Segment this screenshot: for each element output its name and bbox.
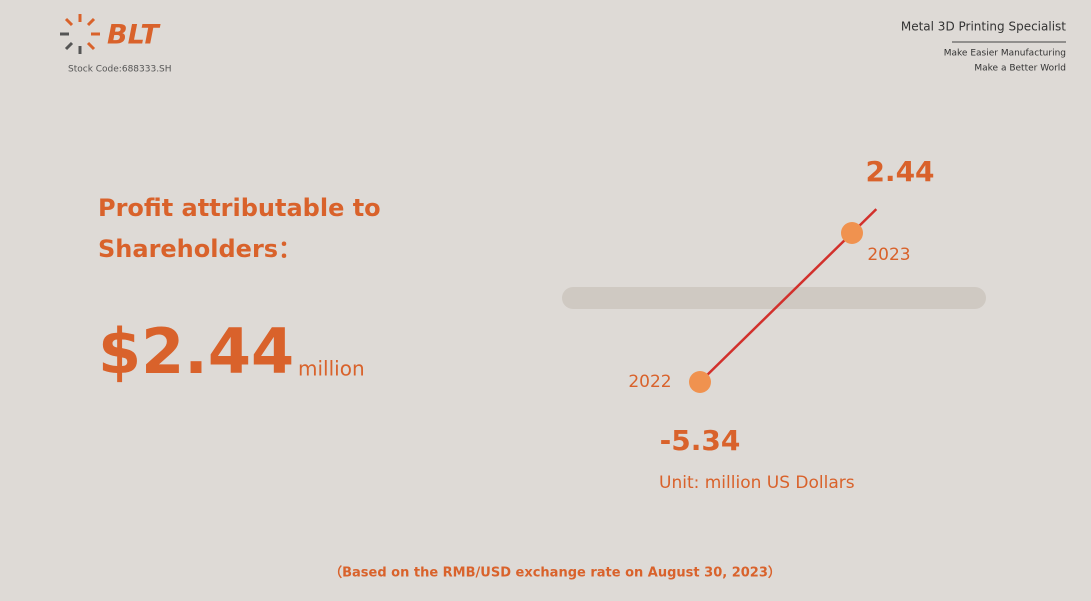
value-label: -5.34 xyxy=(660,424,741,457)
headline-title: Profit attributable to xyxy=(98,194,381,222)
data-point xyxy=(841,222,863,244)
unit-note: Unit: million US Dollars xyxy=(659,473,855,493)
headline-amount: $2.44 xyxy=(98,315,294,388)
category-label: 2023 xyxy=(867,245,910,265)
slogan-line: Make Easier Manufacturing xyxy=(944,49,1066,59)
data-line xyxy=(699,232,853,383)
category-label: 2022 xyxy=(628,372,671,392)
zero-band xyxy=(562,287,986,309)
slogan-line: Make a Better World xyxy=(974,64,1066,74)
headline-title: Shareholders： xyxy=(98,235,302,263)
slogan-title: Metal 3D Printing Specialist xyxy=(901,20,1066,34)
headline-unit: million xyxy=(298,357,365,381)
logo-icon xyxy=(60,14,100,54)
value-label: 2.44 xyxy=(865,155,934,188)
stock-code: Stock Code:688333.SH xyxy=(68,65,172,75)
logo-text: BLT xyxy=(107,20,161,51)
footnote: （Based on the RMB/USD exchange rate on A… xyxy=(329,565,781,581)
data-point xyxy=(689,371,711,393)
